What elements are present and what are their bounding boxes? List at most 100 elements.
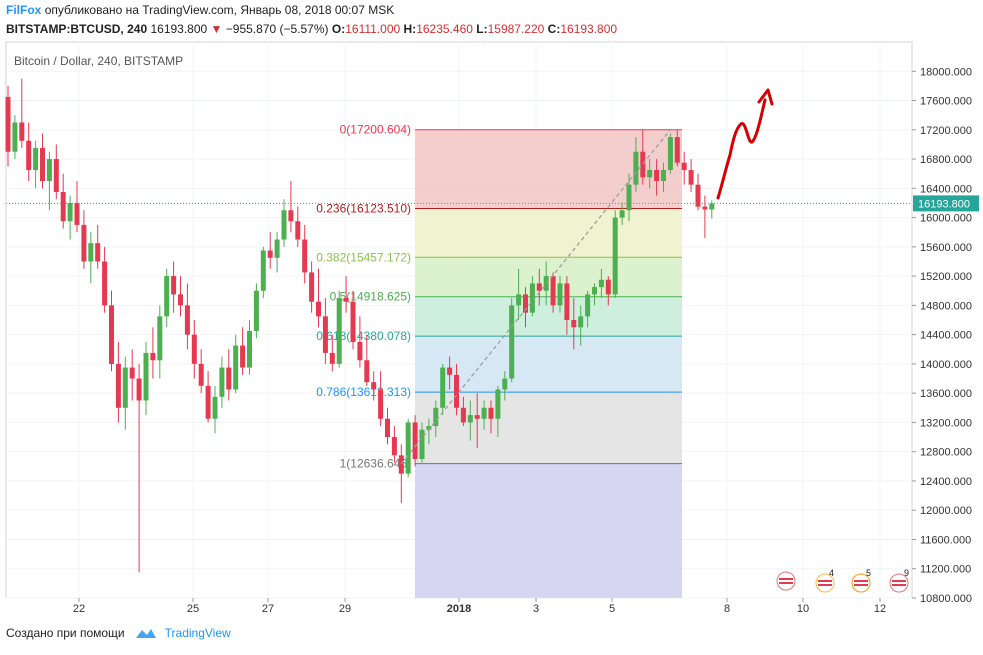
candle-body <box>67 202 73 222</box>
tradingview-link[interactable]: TradingView <box>164 626 231 640</box>
candle-body <box>219 367 225 397</box>
candle-body <box>191 334 197 364</box>
candle <box>240 327 246 375</box>
candle <box>667 133 673 174</box>
flag-icon[interactable] <box>815 573 835 593</box>
candle-body <box>385 418 390 438</box>
candle-body <box>709 203 715 210</box>
candle-body <box>157 316 163 361</box>
candle <box>40 133 45 189</box>
candle <box>502 371 508 401</box>
candle <box>550 272 556 313</box>
candle-body <box>5 96 11 152</box>
price-chart[interactable]: 0(17200.604) 0.236(16123.510) 0.382(15457.… <box>0 40 983 622</box>
fib-trend-line[interactable] <box>400 129 671 465</box>
candle-body <box>150 352 156 361</box>
candle-body <box>281 210 287 240</box>
candle-body <box>702 206 708 210</box>
candle <box>150 327 156 379</box>
candle <box>191 320 197 379</box>
event-count: 4 <box>829 568 834 578</box>
candle <box>385 407 390 445</box>
candle <box>247 320 252 375</box>
candle-body <box>109 305 114 364</box>
candle-body <box>19 122 25 141</box>
candle-body <box>129 367 135 379</box>
y-tick-label: 12400.000 <box>920 476 972 488</box>
fib-level-label: 0.382(15457.172) <box>316 250 411 264</box>
candle-body <box>405 422 411 474</box>
candle-body <box>661 170 666 181</box>
y-tick-label: 14400.000 <box>920 330 972 342</box>
event-count: 5 <box>866 568 871 578</box>
candle-body <box>433 407 439 427</box>
candle-body <box>260 250 266 291</box>
candle <box>198 349 204 394</box>
price-change: −955.870 (−5.57%) <box>225 22 329 36</box>
candle-body <box>274 239 280 258</box>
flag-icon[interactable] <box>889 573 909 593</box>
flag-icon[interactable] <box>851 573 871 593</box>
candle-body <box>316 301 321 317</box>
candle <box>578 305 584 346</box>
x-tick-label: 22 <box>73 603 85 615</box>
y-tick-label: 10800.000 <box>920 593 972 605</box>
y-tick-label: 12800.000 <box>920 447 972 459</box>
tradingview-logo-icon <box>135 629 156 638</box>
y-tick-label: 16800.000 <box>920 154 972 166</box>
candle-body <box>184 305 190 335</box>
chart-title: Bitcoin / Dollar, 240, BITSTAMP <box>14 54 183 68</box>
candle <box>702 195 708 239</box>
symbol-label[interactable]: BITSTAMP:BTCUSD, 240 <box>6 22 148 36</box>
candle <box>633 137 639 192</box>
candle <box>322 298 328 364</box>
y-tick-label: 16400.000 <box>920 183 972 195</box>
candle-body <box>371 382 377 390</box>
candle-body <box>398 455 404 474</box>
candle <box>585 290 591 328</box>
flag-stripes <box>779 578 793 584</box>
fib-level-label: 0(17200.604) <box>340 123 411 137</box>
y-tick-label: 15200.000 <box>920 271 972 283</box>
candle-body <box>688 170 694 185</box>
candle-body <box>343 298 349 302</box>
flag-stripes <box>818 580 832 586</box>
candle-body <box>171 276 177 295</box>
candle <box>253 283 259 339</box>
candle-body <box>585 294 591 317</box>
candle <box>46 151 52 211</box>
candle-body <box>571 320 577 328</box>
candle <box>661 162 666 192</box>
candle <box>60 173 66 229</box>
y-tick-label: 17600.000 <box>920 96 972 108</box>
price-axis[interactable]: 18000.000 17600.000 17200.000 16800.000 1640… <box>912 66 979 605</box>
candle <box>33 140 39 189</box>
time-axis[interactable]: 22 25 27 29 2018 3 5 8 10 12 <box>73 598 886 615</box>
flag-stripes <box>854 580 868 586</box>
candle-body <box>681 162 687 171</box>
author-name[interactable]: FilFox <box>6 3 42 17</box>
y-tick-label: 13600.000 <box>920 388 972 400</box>
candle-body <box>536 283 542 291</box>
candle <box>605 276 611 306</box>
candle-body <box>81 224 87 262</box>
candle <box>143 341 149 416</box>
flag-icon[interactable] <box>776 571 796 591</box>
candle-body <box>178 294 183 306</box>
candle <box>564 276 570 335</box>
candle <box>460 396 466 427</box>
candle <box>681 151 687 185</box>
candle <box>53 144 59 200</box>
candle <box>95 224 101 269</box>
candle <box>433 400 439 438</box>
candle-body <box>640 151 646 178</box>
candle <box>267 232 273 269</box>
fib-level-label: 1(12636.646) <box>340 457 411 471</box>
candle <box>488 400 494 434</box>
candle-body <box>612 217 618 295</box>
open-value: 16111.000 <box>345 22 401 36</box>
candle-body <box>240 345 246 368</box>
candle-body <box>564 283 570 320</box>
candle <box>74 181 80 233</box>
y-tick-label: 18000.000 <box>920 66 972 78</box>
